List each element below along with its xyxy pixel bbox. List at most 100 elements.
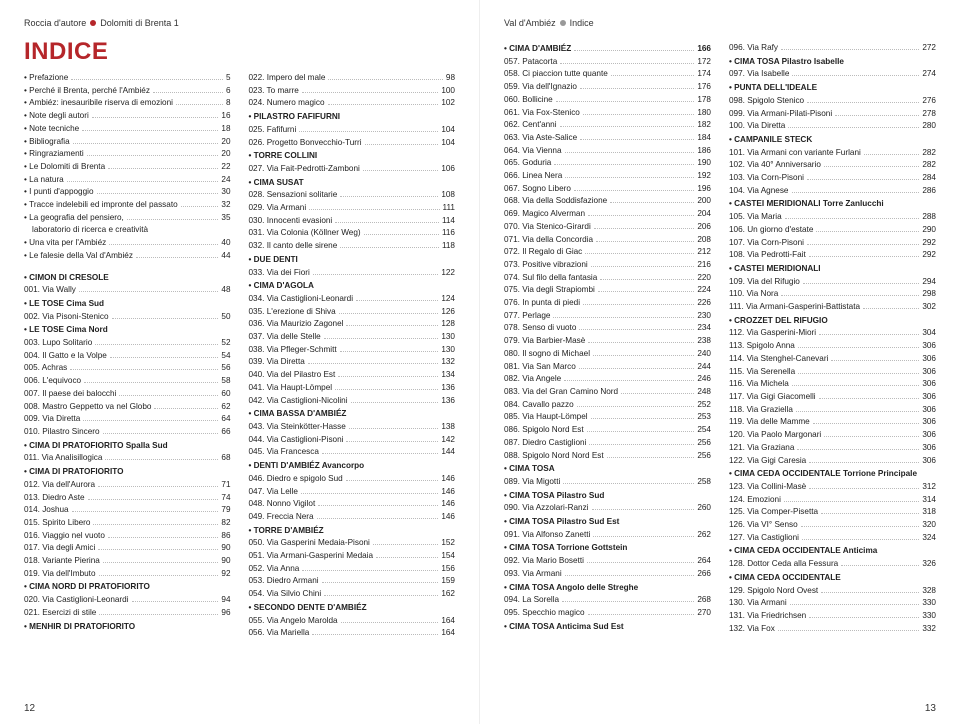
left-columns: • Prefazione5• Perché il Brenta, perché … [24, 72, 455, 712]
index-entry: 127. Via Castiglioni324 [729, 532, 936, 545]
index-entry: 025. Fafifurni104 [249, 124, 456, 137]
index-entry: 069. Magico Alverman204 [504, 208, 711, 221]
index-entry: 116. Via Michela306 [729, 378, 936, 391]
index-entry: 060. Bollicine178 [504, 94, 711, 107]
index-entry: 057. Patacorta172 [504, 56, 711, 69]
index-entry: 096. Via Rafy272 [729, 42, 936, 55]
right-header: Val d'Ambiéz Indice [504, 18, 936, 28]
index-section: • CIMON DI CRESOLE [24, 272, 231, 285]
index-section: • PUNTA DELL'IDEALE [729, 82, 936, 95]
index-entry: 050. Via Gasperini Medaia-Pisoni152 [249, 537, 456, 550]
index-entry: 129. Spigolo Nord Ovest328 [729, 585, 936, 598]
index-entry: 013. Diedro Aste74 [24, 492, 231, 505]
index-entry: 083. Via del Gran Camino Nord248 [504, 386, 711, 399]
index-section: • CIMA TOSA Pilastro Isabelle [729, 56, 936, 69]
index-entry: 039. Via Diretta132 [249, 356, 456, 369]
index-entry: 003. Lupo Solitario52 [24, 337, 231, 350]
index-entry: 040. Via del Pilastro Est134 [249, 369, 456, 382]
index-entry: 070. Via Stenico-Girardi206 [504, 221, 711, 234]
right-columns: • CIMA D'AMBIÉZ166057. Patacorta172058. … [504, 42, 936, 712]
index-entry: 122. Via Gigi Caresia306 [729, 455, 936, 468]
index-section: • CIMA TOSA Pilastro Sud [504, 490, 711, 503]
index-entry: • Note tecniche18 [24, 123, 231, 136]
index-entry: 088. Spigolo Nord Nord Est256 [504, 450, 711, 463]
index-section: • CROZZET DEL RIFUGIO [729, 315, 936, 328]
index-entry: 034. Via Castiglioni-Leonardi124 [249, 293, 456, 306]
index-section: • CIMA SUSAT [249, 177, 456, 190]
index-entry: 107. Via Corn-Pisoni292 [729, 237, 936, 250]
index-entry: 022. Impero del male98 [249, 72, 456, 85]
index-entry: • Ringraziamenti20 [24, 148, 231, 161]
right-col-2: 096. Via Rafy272• CIMA TOSA Pilastro Isa… [729, 42, 936, 712]
index-entry: 077. Perlage230 [504, 310, 711, 323]
index-entry: 037. Via delle Stelle130 [249, 331, 456, 344]
index-entry: 027. Via Fait-Pedrotti-Zamboni106 [249, 163, 456, 176]
index-entry: 080. Il sogno di Michael240 [504, 348, 711, 361]
index-section: • CIMA NORD DI PRATOFIORITO [24, 581, 231, 594]
index-entry: 001. Via Wally48 [24, 284, 231, 297]
index-entry: 049. Freccia Nera146 [249, 511, 456, 524]
header-text-a: Val d'Ambiéz [504, 18, 556, 28]
index-entry: 111. Via Armani-Gasperini-Battistata302 [729, 301, 936, 314]
index-entry: • Tracce indelebili ed impronte del pass… [24, 199, 231, 212]
index-entry: 072. Il Regalo di Giac212 [504, 246, 711, 259]
index-entry: 065. Goduria190 [504, 157, 711, 170]
index-entry: 124. Emozioni314 [729, 494, 936, 507]
index-entry: • Le Dolomiti di Brenta22 [24, 161, 231, 174]
index-entry: 100. Via Diretta280 [729, 120, 936, 133]
header-text-b: Indice [570, 18, 594, 28]
index-entry: 028. Sensazioni solitarie108 [249, 189, 456, 202]
index-entry: 018. Variante Pierina90 [24, 555, 231, 568]
indice-title: INDICE [24, 38, 455, 66]
index-entry: 047. Via Lelle146 [249, 486, 456, 499]
index-section: • DUE DENTI [249, 254, 456, 267]
index-entry: 099. Via Armani-Pilati-Pisoni278 [729, 108, 936, 121]
index-entry: 026. Progetto Bonvecchio-Turri104 [249, 137, 456, 150]
index-entry: 068. Via della Soddisfazione200 [504, 195, 711, 208]
index-entry: 115. Via Serenella306 [729, 366, 936, 379]
index-entry: 112. Via Gasperini-Miori304 [729, 327, 936, 340]
index-entry: 062. Cent'anni182 [504, 119, 711, 132]
index-entry: 007. Il paese dei balocchi60 [24, 388, 231, 401]
index-entry: 011. Via Analisillogica68 [24, 452, 231, 465]
index-entry: 098. Spigolo Stenico276 [729, 95, 936, 108]
index-entry: 041. Via Haupt-Lömpel136 [249, 382, 456, 395]
index-entry: 089. Via Migotti258 [504, 476, 711, 489]
index-entry: 105. Via Maria288 [729, 211, 936, 224]
index-entry: 033. Via dei Fiori122 [249, 267, 456, 280]
right-page: Val d'Ambiéz Indice • CIMA D'AMBIÉZ16605… [480, 0, 960, 724]
index-entry: 128. Dottor Ceda alla Fessura326 [729, 558, 936, 571]
index-entry: 063. Via Aste-Salice184 [504, 132, 711, 145]
index-entry: 061. Via Fox-Stenico180 [504, 107, 711, 120]
index-entry: 038. Via Pfleger-Schmitt130 [249, 344, 456, 357]
dot-icon [90, 20, 96, 26]
index-entry: 004. Il Gatto e la Volpe54 [24, 350, 231, 363]
index-section: • CAMPANILE STECK [729, 134, 936, 147]
index-entry: 021. Esercizi di stile96 [24, 607, 231, 620]
index-entry: 045. Via Francesca144 [249, 446, 456, 459]
index-entry: 087. Diedro Castiglioni256 [504, 437, 711, 450]
index-entry: 044. Via Castiglioni-Pisoni142 [249, 434, 456, 447]
index-entry: 036. Via Maurizio Zagonel128 [249, 318, 456, 331]
index-entry: 092. Via Mario Bosetti264 [504, 555, 711, 568]
page-number-right: 13 [925, 703, 936, 714]
index-entry: 075. Via degli Strapiombi224 [504, 284, 711, 297]
index-entry: • I punti d'appoggio30 [24, 186, 231, 199]
index-entry: 079. Via Barbier-Masè238 [504, 335, 711, 348]
index-section: • CIMA DI PRATOFIORITO [24, 466, 231, 479]
index-entry: 131. Via Friedrichsen330 [729, 610, 936, 623]
index-entry: • Prefazione5 [24, 72, 231, 85]
index-entry: 104. Via Agnese286 [729, 185, 936, 198]
left-col-1: • Prefazione5• Perché il Brenta, perché … [24, 72, 231, 712]
index-entry: 053. Diedro Armani159 [249, 575, 456, 588]
header-text-a: Roccia d'autore [24, 18, 86, 28]
index-entry: 094. La Sorella268 [504, 594, 711, 607]
index-entry: 095. Specchio magico270 [504, 607, 711, 620]
index-entry: 016. Viaggio nel vuoto86 [24, 530, 231, 543]
index-entry: 071. Via della Concordia208 [504, 234, 711, 247]
index-entry: • Perché il Brenta, perché l'Ambiéz6 [24, 85, 231, 98]
index-entry: 076. In punta di piedi226 [504, 297, 711, 310]
left-col-2: 022. Impero del male98023. To marre10002… [249, 72, 456, 712]
index-section: • SECONDO DENTE D'AMBIÉZ [249, 602, 456, 615]
index-entry: 066. Linea Nera192 [504, 170, 711, 183]
